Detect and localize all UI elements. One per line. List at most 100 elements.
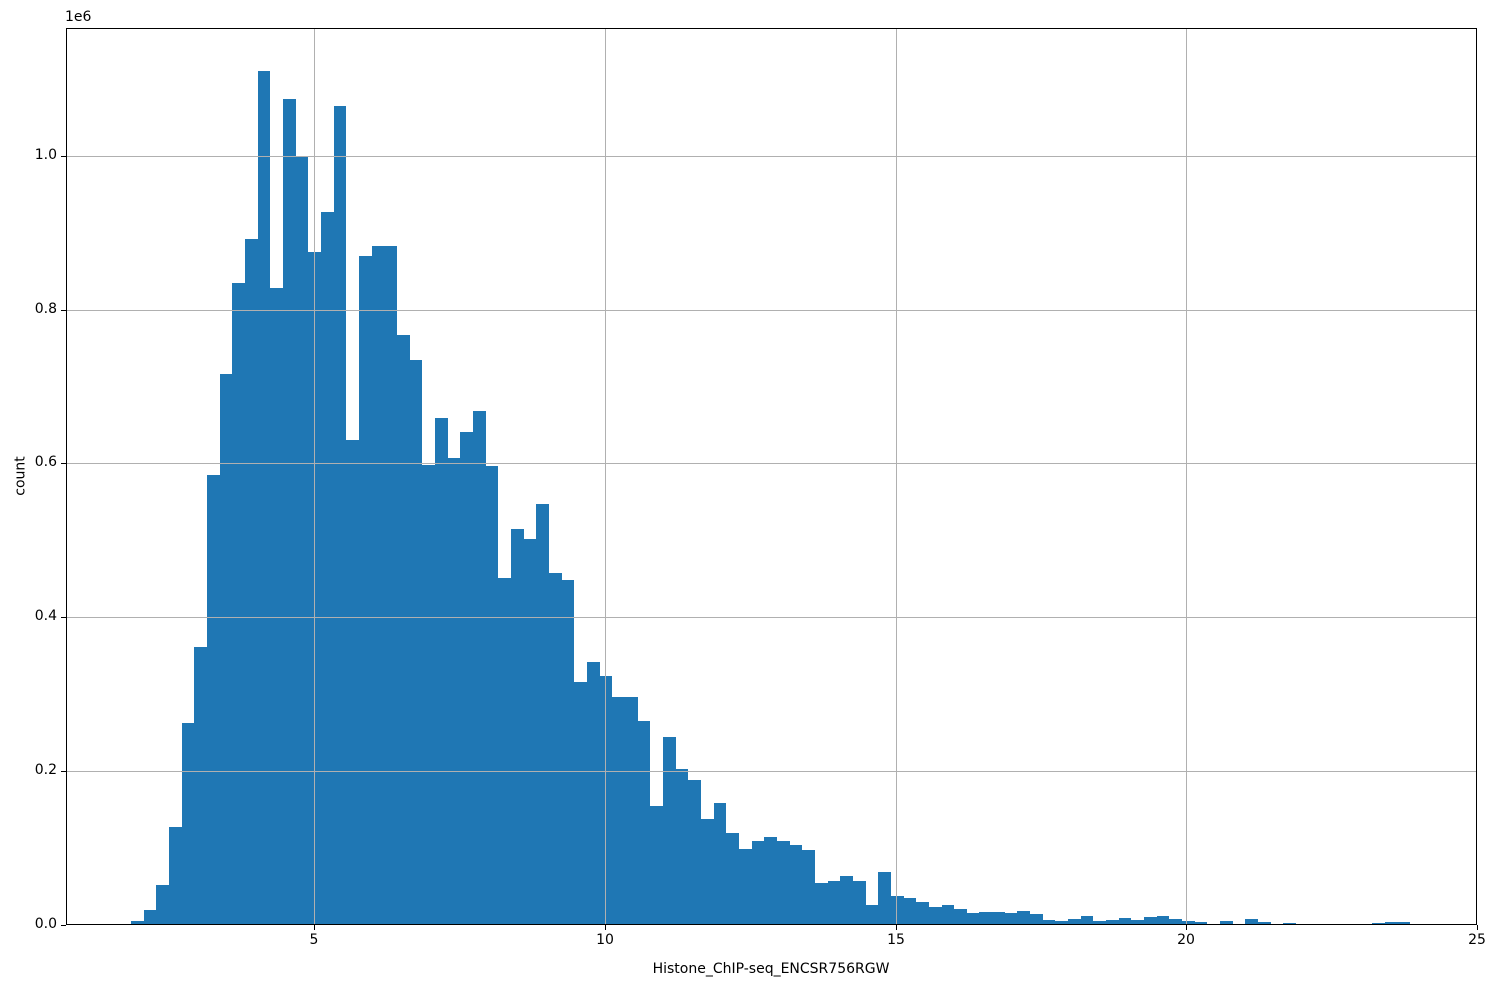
histogram-bar (473, 411, 486, 925)
histogram-bar (650, 806, 663, 925)
histogram-bar (840, 876, 853, 925)
histogram-bar (1157, 916, 1169, 925)
x-axis-label: Histone_ChIP-seq_ENCSR756RGW (652, 961, 890, 977)
histogram-bar (828, 881, 840, 925)
histogram-bar (498, 578, 511, 925)
histogram-bar (1005, 913, 1017, 925)
histogram-bar (739, 849, 752, 925)
histogram-bar (486, 466, 498, 925)
histogram-bar (688, 780, 701, 925)
y-tick-label: 0.8 (34, 301, 57, 317)
histogram-bar (790, 845, 802, 925)
x-gridline (1186, 28, 1187, 925)
x-gridline (314, 28, 315, 925)
y-gridline (66, 156, 1477, 157)
y-tick-mark (61, 771, 66, 772)
histogram-bar (916, 902, 929, 925)
histogram-bar (1220, 921, 1233, 925)
y-tick-label: 1.0 (34, 147, 57, 163)
y-tick-mark (61, 310, 66, 311)
histogram-bar (1245, 919, 1258, 925)
histogram-bar (967, 913, 979, 925)
histogram-bar (904, 898, 916, 925)
x-gridline (605, 28, 606, 925)
histogram-bar (815, 883, 828, 925)
histogram-bar (638, 721, 650, 925)
histogram-bar (511, 529, 524, 925)
histogram-bar (448, 458, 460, 925)
x-tick-mark (1477, 925, 1478, 930)
histogram-bar (384, 246, 397, 925)
histogram-bar (435, 418, 448, 925)
histogram-bar (1144, 917, 1157, 925)
histogram-bar (169, 827, 182, 925)
histogram-bar (1397, 922, 1410, 925)
histogram-bar (1043, 920, 1055, 925)
histogram-bar (1017, 911, 1030, 925)
histogram-bar (942, 905, 954, 925)
x-tick-mark (1186, 925, 1187, 930)
histogram-bar (1169, 919, 1182, 925)
x-tick-mark (314, 925, 315, 930)
histogram-bar (600, 676, 612, 925)
plot-area (66, 28, 1477, 925)
histogram-bar (929, 907, 942, 925)
histogram-bar (397, 335, 410, 925)
histogram-bar (283, 99, 296, 925)
y-tick-mark (61, 156, 66, 157)
y-tick-label: 0.0 (34, 916, 57, 932)
y-tick-mark (61, 463, 66, 464)
histogram-bar (359, 256, 372, 925)
histogram-bar (220, 374, 232, 925)
histogram-bar (296, 156, 308, 925)
x-tick-mark (896, 925, 897, 930)
y-tick-label: 0.6 (34, 454, 57, 470)
histogram-bar (346, 440, 359, 925)
histogram-bar (625, 697, 638, 925)
histogram-bar (1068, 919, 1081, 925)
histogram-bar (1030, 914, 1043, 925)
histogram-bar (270, 288, 283, 925)
histogram-bar (574, 682, 587, 925)
y-gridline (66, 771, 1477, 772)
histogram-bar (1258, 922, 1271, 925)
histogram-bar (207, 475, 220, 925)
histogram-bar (372, 246, 384, 925)
histogram-bar (1093, 921, 1106, 925)
histogram-bar (562, 580, 574, 925)
histogram-bar (714, 803, 726, 925)
y-tick-label: 0.4 (34, 608, 57, 624)
histogram-bar (676, 769, 688, 925)
histogram-bar (891, 896, 904, 925)
histogram-bar (1182, 921, 1195, 925)
histogram-bar (334, 106, 346, 925)
histogram-bar (245, 239, 258, 925)
histogram-bar (954, 909, 967, 925)
histogram-bar (536, 504, 549, 925)
histogram-bar (1106, 920, 1119, 925)
histogram-bar (764, 837, 777, 925)
histogram-bar (878, 872, 891, 925)
histogram-bar (1055, 921, 1068, 925)
y-tick-mark (61, 925, 66, 926)
histogram-bar (549, 573, 562, 925)
x-tick-label: 25 (1468, 932, 1486, 948)
y-gridline (66, 463, 1477, 464)
y-axis-offset-text: 1e6 (65, 9, 92, 25)
x-gridline (896, 28, 897, 925)
histogram-bar (1119, 918, 1131, 925)
histogram-bar (321, 212, 334, 925)
x-tick-label: 10 (596, 932, 614, 948)
histogram-bar (701, 819, 714, 925)
histogram-bar (1195, 922, 1207, 925)
histogram-bar (232, 283, 245, 925)
histogram-bar (131, 921, 144, 925)
histogram-bar (460, 432, 473, 925)
histogram-bar (853, 881, 866, 925)
histogram-bar (752, 841, 764, 925)
histogram-bar (410, 360, 422, 925)
histogram-bar (422, 465, 435, 925)
histogram-bar (524, 539, 536, 925)
x-tick-mark (605, 925, 606, 930)
